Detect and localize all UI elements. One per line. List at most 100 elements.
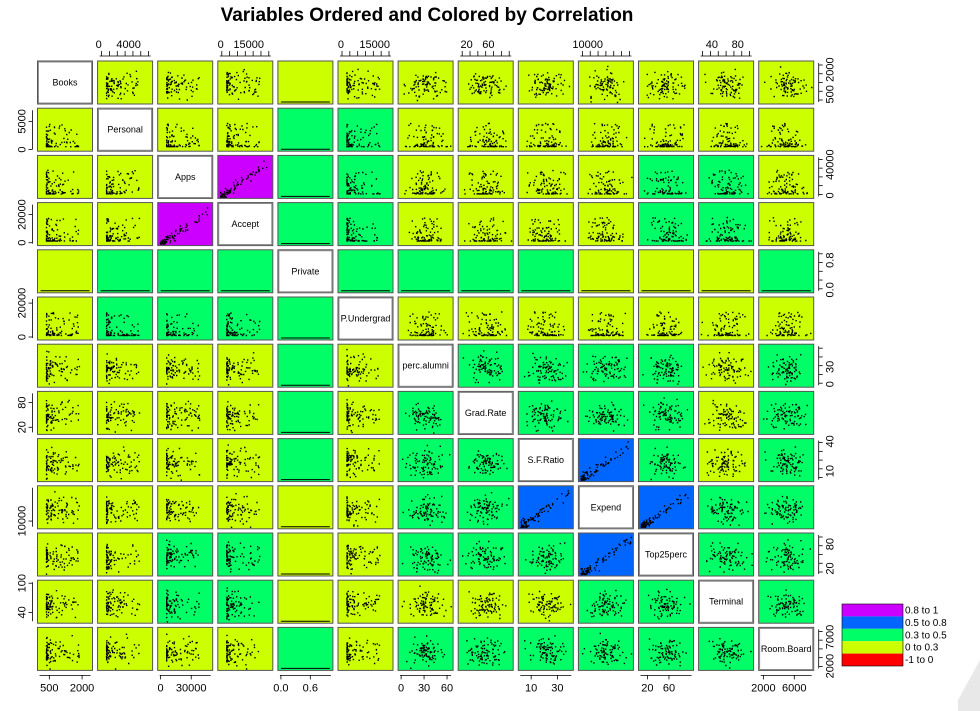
scatter-points — [647, 217, 688, 242]
panel — [577, 202, 634, 247]
scatter-points — [346, 171, 381, 195]
scatter-points — [166, 633, 200, 667]
panel — [457, 626, 514, 671]
scatter-points — [226, 401, 260, 432]
panel — [517, 532, 574, 577]
panel — [157, 343, 214, 388]
panel — [277, 296, 334, 341]
panel — [97, 390, 154, 435]
tick-label: 100 — [17, 574, 29, 592]
tick-label: 0 — [825, 381, 837, 387]
scatter-points — [526, 169, 568, 195]
panel — [157, 107, 214, 152]
panel — [698, 249, 755, 294]
panel — [397, 626, 454, 671]
tick-label: 30 — [418, 682, 430, 694]
tick-label: 30000 — [176, 682, 207, 694]
panel — [277, 107, 334, 152]
scatter-points — [406, 635, 446, 669]
panel — [638, 60, 694, 105]
scatter-points — [346, 123, 381, 148]
tick-label: 15000 — [359, 39, 390, 51]
legend-label: 0.5 to 0.8 — [905, 618, 947, 629]
panel — [577, 60, 634, 105]
scatter-points — [764, 66, 813, 98]
tick-label: 0.6 — [303, 682, 318, 694]
panel — [277, 390, 334, 435]
scatter-points — [468, 591, 507, 620]
legend-swatch — [842, 653, 903, 666]
panel — [337, 485, 394, 530]
panel — [157, 202, 214, 247]
scatter-points — [45, 543, 79, 575]
scatter-points — [587, 217, 624, 242]
panel — [157, 579, 214, 624]
legend-swatch — [842, 604, 903, 617]
panel-frame — [638, 532, 694, 577]
scatter-points — [528, 72, 571, 98]
panel — [37, 579, 93, 624]
panel — [517, 249, 574, 294]
tick-label: 40 — [706, 39, 718, 51]
scatter-points — [462, 540, 506, 570]
diagonal-label-box — [338, 297, 393, 340]
panel — [457, 249, 514, 294]
panel-frame — [37, 60, 93, 105]
scatter-points — [523, 352, 568, 384]
scatter-points — [642, 354, 683, 385]
panel — [577, 249, 634, 294]
panel — [457, 296, 514, 341]
scatter-points — [105, 543, 140, 574]
tick-label: 40 — [17, 606, 29, 618]
tick-label: 0 — [825, 192, 837, 198]
diagonal-label: perc.alumni — [402, 361, 449, 371]
panel — [517, 202, 574, 247]
panel — [457, 579, 514, 624]
diagonal-label-box — [218, 203, 273, 246]
scatter-points — [105, 589, 141, 618]
panel — [758, 249, 815, 294]
scatter-points — [646, 311, 683, 337]
scatter-points — [767, 354, 802, 386]
panel — [217, 532, 274, 577]
panel-frame — [277, 249, 334, 294]
panel — [397, 154, 454, 199]
tick-label: 0.8 — [825, 253, 837, 268]
panel — [277, 485, 334, 530]
tick-label: 0 — [158, 682, 164, 694]
panel — [457, 60, 514, 105]
panel — [97, 249, 154, 294]
panel-frame — [457, 390, 514, 435]
scatter-points — [408, 217, 442, 242]
scatter-points — [346, 68, 381, 100]
scatter-points — [226, 122, 260, 148]
scatter-points — [467, 122, 507, 148]
scatter-points — [166, 539, 199, 570]
diagonal-label-box — [639, 533, 693, 576]
scatter-points — [166, 123, 200, 148]
scatter-points — [346, 544, 381, 575]
panel — [698, 343, 755, 388]
panel — [37, 343, 93, 388]
panel — [698, 438, 755, 483]
panel-frame — [698, 579, 755, 624]
scatter-points — [704, 68, 744, 99]
scatter-points — [105, 70, 139, 100]
panel — [577, 390, 634, 435]
panel-frame — [758, 626, 815, 671]
panel — [97, 60, 154, 105]
panel — [37, 154, 93, 199]
panel — [457, 485, 514, 530]
scatter-points — [589, 65, 625, 104]
scatter-points — [226, 587, 260, 621]
diagonal-label: Books — [52, 78, 78, 88]
scatter-points — [45, 635, 80, 670]
scatter-points — [226, 444, 261, 479]
scatter-points — [525, 542, 566, 574]
tick-label: 500 — [825, 85, 837, 103]
panel — [337, 390, 394, 435]
panel — [217, 626, 274, 671]
scatter-points — [105, 217, 141, 242]
legend-label: 0 to 0.3 — [905, 643, 939, 654]
